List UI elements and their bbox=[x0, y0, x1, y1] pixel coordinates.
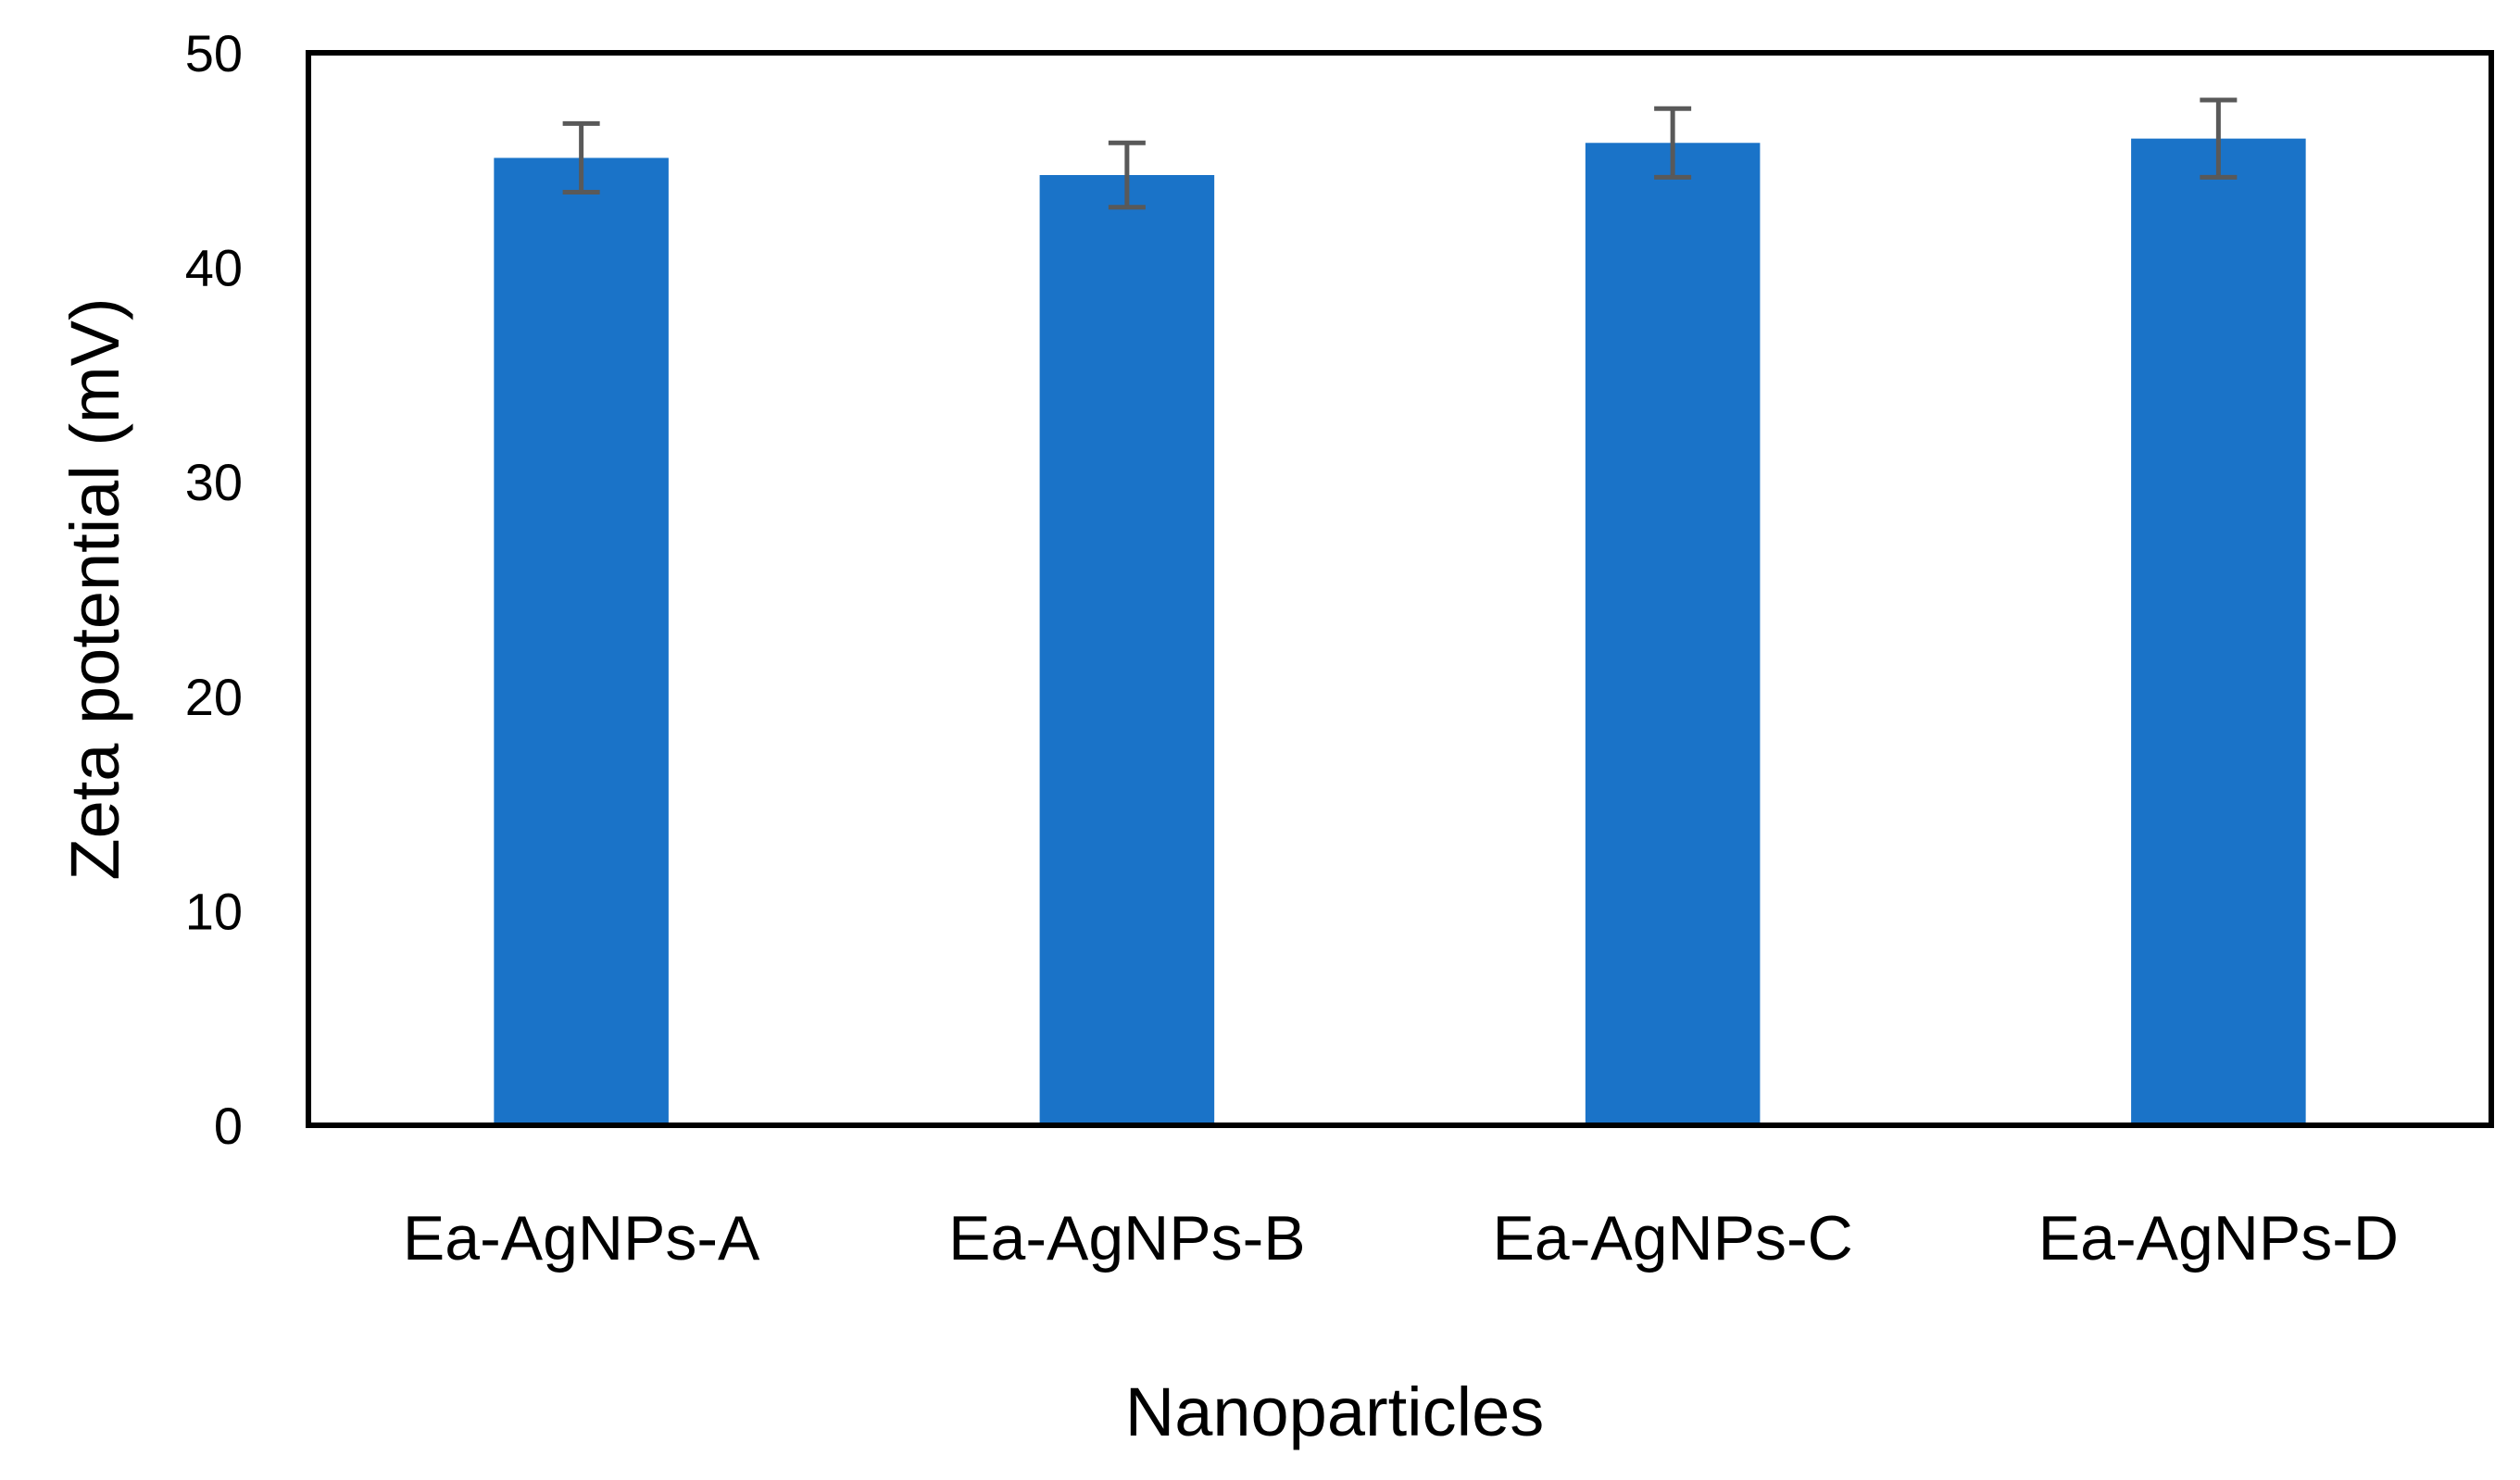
y-tick-label: 20 bbox=[185, 668, 243, 726]
x-axis-categories: Ea-AgNPs-A Ea-AgNPs-B Ea-AgNPs-C Ea-AgNPs-D bbox=[403, 1203, 2399, 1273]
bars-group bbox=[494, 138, 2306, 1126]
y-tick-label: 30 bbox=[185, 453, 243, 511]
bar bbox=[494, 157, 669, 1125]
plot-area-frame bbox=[306, 50, 2494, 1128]
x-category-label: Ea-AgNPs-D bbox=[2038, 1203, 2399, 1273]
bar bbox=[1585, 143, 1761, 1126]
y-tick-label: 50 bbox=[185, 24, 243, 82]
error-bar bbox=[1654, 106, 1692, 180]
y-axis-title: Zeta potential (mV) bbox=[56, 297, 133, 880]
x-category-label: Ea-AgNPs-A bbox=[403, 1203, 760, 1273]
error-bar bbox=[562, 120, 600, 195]
x-category-label: Ea-AgNPs-B bbox=[948, 1203, 1305, 1273]
y-tick-label: 40 bbox=[185, 239, 243, 297]
bar bbox=[1039, 175, 1215, 1126]
error-bar bbox=[2200, 97, 2238, 180]
error-bar bbox=[1108, 140, 1146, 210]
y-tick-label: 10 bbox=[185, 882, 243, 940]
x-category-label: Ea-AgNPs-C bbox=[1493, 1203, 1853, 1273]
bar bbox=[2131, 138, 2306, 1125]
y-tick-label: 0 bbox=[214, 1097, 243, 1155]
x-axis-title: Nanoparticles bbox=[1125, 1373, 1544, 1450]
y-axis-ticks: 0 10 20 30 40 50 bbox=[185, 24, 243, 1155]
error-bars-group bbox=[562, 97, 2238, 210]
